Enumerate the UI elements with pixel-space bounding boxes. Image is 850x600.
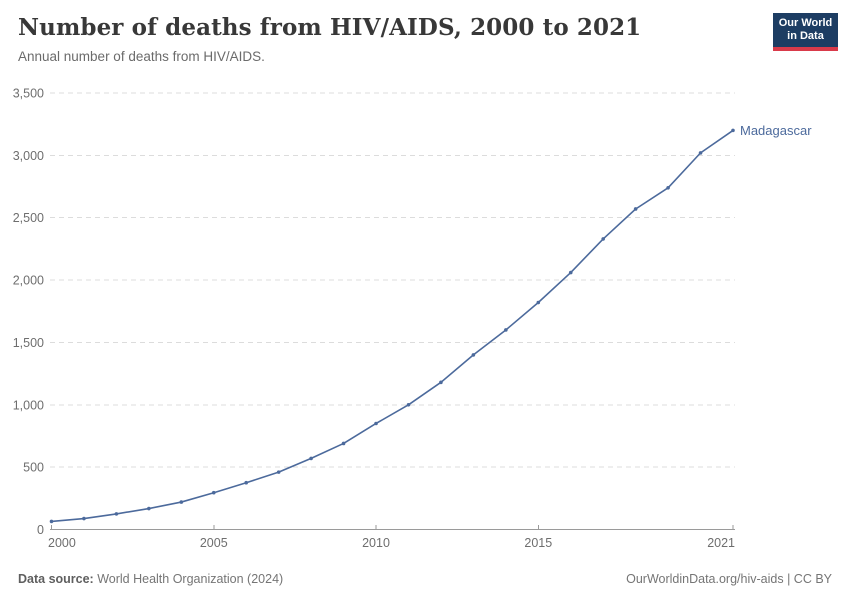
owid-logo-line2: in Data — [787, 30, 824, 42]
data-point[interactable] — [666, 185, 670, 190]
data-point[interactable] — [504, 328, 508, 332]
chart-title: Number of deaths from HIV/AIDS, 2000 to … — [18, 14, 642, 41]
data-point[interactable] — [731, 128, 735, 133]
x-axis-tick-label: 2005 — [200, 536, 228, 550]
chart-footer: Data source: World Health Organization (… — [18, 572, 832, 586]
x-axis-tick-label: 2015 — [524, 536, 552, 550]
data-point[interactable] — [439, 380, 443, 385]
y-axis-tick-label: 2,000 — [13, 274, 44, 288]
data-point[interactable] — [536, 300, 541, 305]
data-point[interactable] — [276, 470, 281, 474]
chart-header: Number of deaths from HIV/AIDS, 2000 to … — [18, 14, 760, 65]
data-point[interactable] — [406, 402, 411, 407]
data-point[interactable] — [114, 512, 119, 516]
data-point[interactable] — [244, 480, 249, 485]
data-point[interactable] — [82, 516, 86, 521]
y-axis-tick-label: 1,500 — [13, 336, 44, 350]
y-axis-tick-label: 3,500 — [13, 87, 44, 101]
data-point[interactable] — [633, 207, 638, 211]
data-point[interactable] — [698, 151, 703, 155]
y-axis-tick-label: 500 — [23, 461, 44, 475]
owid-logo-line1: Our World — [778, 17, 833, 29]
series-label[interactable]: Madagascar — [740, 123, 812, 138]
y-axis-tick-label: 0 — [37, 523, 44, 537]
data-line[interactable] — [50, 129, 734, 523]
data-point[interactable] — [601, 237, 605, 241]
x-axis-tick-label: 2021 — [707, 536, 735, 550]
data-point[interactable] — [341, 441, 346, 446]
y-axis-tick-label: 3,000 — [13, 149, 44, 163]
y-axis-tick-label: 2,500 — [13, 211, 44, 225]
x-axis-tick-label: 2010 — [362, 536, 390, 550]
owid-link[interactable]: OurWorldinData.org/hiv-aids | CC BY — [626, 572, 832, 586]
data-point[interactable] — [374, 421, 378, 426]
data-point[interactable] — [211, 490, 216, 495]
data-point[interactable] — [568, 270, 573, 275]
data-point[interactable] — [179, 500, 184, 504]
data-point[interactable] — [147, 506, 151, 511]
data-source-label: Data source: — [18, 572, 94, 586]
data-source-text: World Health Organization (2024) — [93, 572, 284, 586]
data-source-note: Data source: World Health Organization (… — [18, 572, 283, 586]
x-axis-tick-label: 2000 — [48, 536, 76, 550]
owid-logo-accent-bar — [773, 47, 838, 51]
chart-subtitle: Annual number of deaths from HIV/AIDS. — [18, 48, 265, 64]
data-point[interactable] — [309, 456, 313, 461]
y-axis-tick-label: 1,000 — [13, 398, 44, 412]
data-point[interactable] — [471, 353, 476, 357]
owid-logo[interactable]: Our World in Data — [773, 13, 838, 51]
data-point[interactable] — [49, 519, 54, 524]
